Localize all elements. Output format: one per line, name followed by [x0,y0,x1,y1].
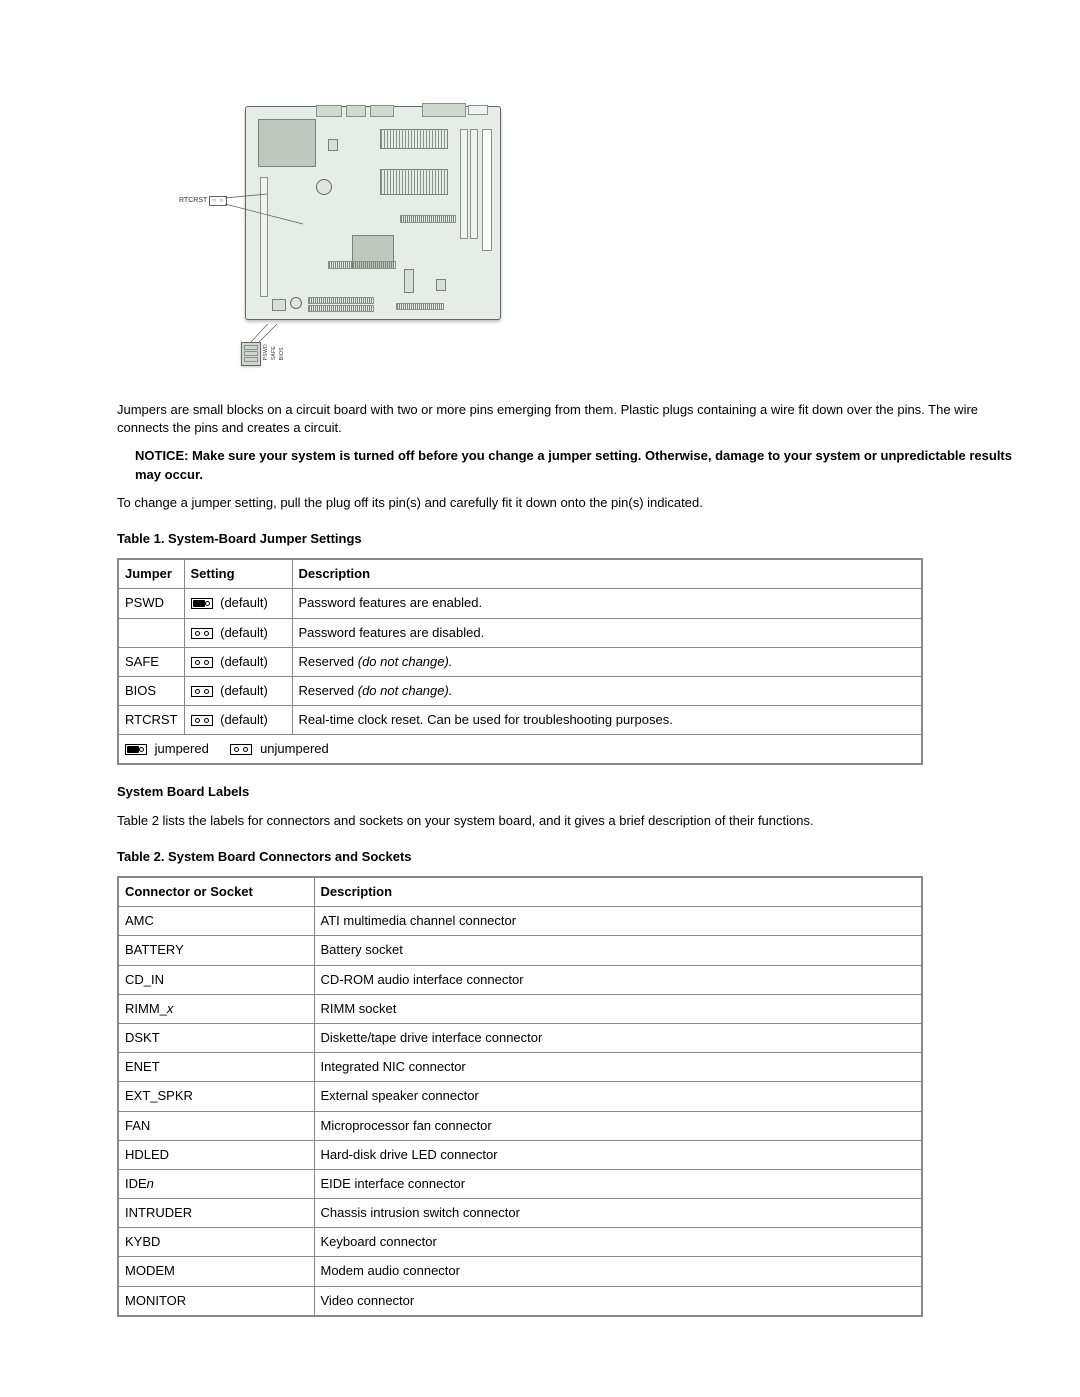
default-label: (default) [220,625,268,640]
unjumpered-icon [191,715,213,726]
cell-connector: BATTERY [118,936,314,965]
table-row: MODEMModem audio connector [118,1257,922,1286]
table-row: MONITORVideo connector [118,1286,922,1316]
cell-description: Keyboard connector [314,1228,922,1257]
col-header-description: Description [314,877,922,907]
cell-connector: EXT_SPKR [118,1082,314,1111]
legend-jumpered: jumpered [155,741,209,756]
default-label: (default) [220,712,268,727]
cell-setting: (default) [184,618,292,647]
system-board-diagram: RTCRST ○ ○ PSWD SAFE BIOS [179,106,505,381]
jumper-settings-table: Jumper Setting Description PSWD (default… [117,558,923,765]
cell-description: Reserved (do not change). [292,647,922,676]
cell-description: Real-time clock reset. Can be used for t… [292,706,922,735]
table-row: INTRUDERChassis intrusion switch connect… [118,1199,922,1228]
cell-connector: DSKT [118,1023,314,1052]
table-row: CD_INCD-ROM audio interface connector [118,965,922,994]
table-row: AMCATI multimedia channel connector [118,907,922,936]
table-row: ENETIntegrated NIC connector [118,1053,922,1082]
table-row: DSKTDiskette/tape drive interface connec… [118,1023,922,1052]
table-row: RIMM_xRIMM socket [118,994,922,1023]
col-header-connector: Connector or Socket [118,877,314,907]
cell-jumper: RTCRST [118,706,184,735]
cell-description: Password features are enabled. [292,589,922,618]
table-row: EXT_SPKRExternal speaker connector [118,1082,922,1111]
cell-connector: ENET [118,1053,314,1082]
notice-text: NOTICE: Make sure your system is turned … [135,448,1012,481]
cell-description: RIMM socket [314,994,922,1023]
unjumpered-icon [191,628,213,639]
legend-row: jumpered unjumpered [118,735,922,765]
legend-unjumpered: unjumpered [260,741,329,756]
cell-description: Diskette/tape drive interface connector [314,1023,922,1052]
table-row: RTCRST (default) Real-time clock reset. … [118,706,922,735]
cell-description: Integrated NIC connector [314,1053,922,1082]
cell-connector: IDEn [118,1169,314,1198]
cell-connector: FAN [118,1111,314,1140]
cell-description: Microprocessor fan connector [314,1111,922,1140]
table1-caption: Table 1. System-Board Jumper Settings [117,530,1024,548]
notice-paragraph: NOTICE: Make sure your system is turned … [135,447,1020,483]
table-row: BATTERYBattery socket [118,936,922,965]
cell-connector: CD_IN [118,965,314,994]
cell-description: Chassis intrusion switch connector [314,1199,922,1228]
cell-jumper: BIOS [118,676,184,705]
jumpered-icon [191,598,213,609]
jumper-block-labels: PSWD SAFE BIOS [263,344,286,360]
table-row: SAFE (default) Reserved (do not change). [118,647,922,676]
cell-setting: (default) [184,647,292,676]
table-row: FANMicroprocessor fan connector [118,1111,922,1140]
paragraph-labels-intro: Table 2 lists the labels for connectors … [117,812,1024,830]
col-header-description: Description [292,559,922,589]
default-label: (default) [220,654,268,669]
unjumpered-icon [191,657,213,668]
cell-jumper: SAFE [118,647,184,676]
cell-setting: (default) [184,706,292,735]
table-row: HDLEDHard-disk drive LED connector [118,1140,922,1169]
cell-description: Password features are disabled. [292,618,922,647]
jumpered-icon [125,744,147,755]
cell-description: CD-ROM audio interface connector [314,965,922,994]
paragraph-change-jumper: To change a jumper setting, pull the plu… [117,494,1024,512]
cell-connector: AMC [118,907,314,936]
table-row: PSWD (default) Password features are ena… [118,589,922,618]
default-label: (default) [220,595,268,610]
cell-description: Hard-disk drive LED connector [314,1140,922,1169]
default-label: (default) [220,683,268,698]
cell-description: Battery socket [314,936,922,965]
col-header-jumper: Jumper [118,559,184,589]
table2-caption: Table 2. System Board Connectors and Soc… [117,848,1024,866]
cell-description: ATI multimedia channel connector [314,907,922,936]
cell-description: Reserved (do not change). [292,676,922,705]
cell-setting: (default) [184,676,292,705]
cell-description: EIDE interface connector [314,1169,922,1198]
paragraph-jumpers-intro: Jumpers are small blocks on a circuit bo… [117,401,1024,437]
table-header-row: Connector or Socket Description [118,877,922,907]
connectors-table: Connector or Socket Description AMCATI m… [117,876,923,1317]
table-row: (default) Password features are disabled… [118,618,922,647]
cell-connector: KYBD [118,1228,314,1257]
cell-connector: MODEM [118,1257,314,1286]
unjumpered-icon [230,744,252,755]
cell-description: External speaker connector [314,1082,922,1111]
table-row: KYBDKeyboard connector [118,1228,922,1257]
col-header-setting: Setting [184,559,292,589]
table-row: BIOS (default) Reserved (do not change). [118,676,922,705]
table-header-row: Jumper Setting Description [118,559,922,589]
table-row: IDEnEIDE interface connector [118,1169,922,1198]
cell-connector: INTRUDER [118,1199,314,1228]
unjumpered-icon [191,686,213,697]
cell-description: Modem audio connector [314,1257,922,1286]
cell-setting: (default) [184,589,292,618]
labels-heading: System Board Labels [117,783,1024,801]
cell-jumper: PSWD [118,589,184,618]
jumper-block-icon [241,342,261,366]
jumper-block-callout: PSWD SAFE BIOS [241,324,371,380]
cell-connector: MONITOR [118,1286,314,1316]
cell-connector: HDLED [118,1140,314,1169]
cell-connector: RIMM_x [118,994,314,1023]
cell-jumper [118,618,184,647]
cell-description: Video connector [314,1286,922,1316]
legend-cell: jumpered unjumpered [118,735,922,765]
